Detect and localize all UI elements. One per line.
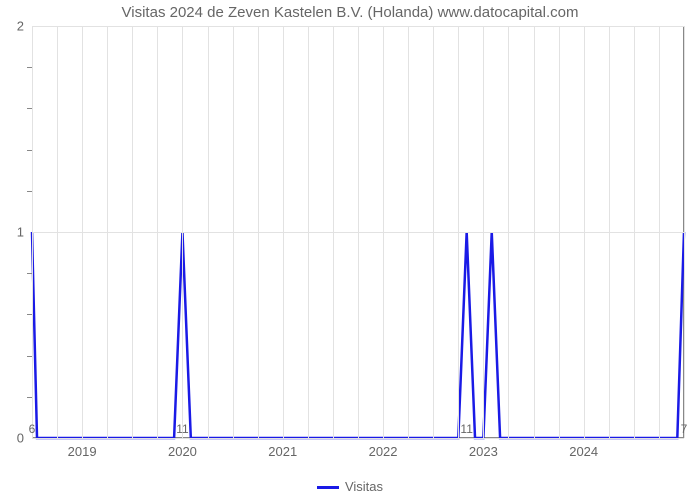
gridline-v bbox=[408, 26, 409, 438]
legend-swatch bbox=[317, 486, 339, 489]
plot-area: 012201920202021202220232024611117 bbox=[32, 26, 684, 438]
value-label: 11 bbox=[460, 422, 472, 436]
gridline-h bbox=[32, 438, 684, 439]
gridline-v bbox=[559, 26, 560, 438]
value-label: 6 bbox=[29, 422, 36, 436]
gridline-v bbox=[82, 26, 83, 438]
x-tick-label: 2023 bbox=[469, 444, 498, 459]
x-tick-label: 2022 bbox=[369, 444, 398, 459]
y-tick-label: 2 bbox=[17, 19, 24, 34]
gridline-v bbox=[182, 26, 183, 438]
chart-title: Visitas 2024 de Zeven Kastelen B.V. (Hol… bbox=[0, 4, 700, 21]
gridline-v bbox=[132, 26, 133, 438]
gridline-v bbox=[659, 26, 660, 438]
y-tick-label: 1 bbox=[17, 225, 24, 240]
gridline-v bbox=[609, 26, 610, 438]
gridline-v bbox=[584, 26, 585, 438]
gridline-v bbox=[534, 26, 535, 438]
gridline-v bbox=[333, 26, 334, 438]
x-tick-label: 2020 bbox=[168, 444, 197, 459]
gridline-v bbox=[32, 26, 33, 438]
gridline-v bbox=[157, 26, 158, 438]
gridline-v bbox=[57, 26, 58, 438]
gridline-v bbox=[258, 26, 259, 438]
gridline-v bbox=[508, 26, 509, 438]
gridline-v bbox=[283, 26, 284, 438]
gridline-v bbox=[483, 26, 484, 438]
gridline-v bbox=[208, 26, 209, 438]
gridline-v bbox=[383, 26, 384, 438]
y-tick-label: 0 bbox=[17, 431, 24, 446]
gridline-v bbox=[308, 26, 309, 438]
legend: Visitas bbox=[0, 479, 700, 494]
gridline-v bbox=[458, 26, 459, 438]
gridline-v bbox=[107, 26, 108, 438]
gridline-v bbox=[634, 26, 635, 438]
legend-label: Visitas bbox=[345, 479, 383, 494]
x-tick-label: 2024 bbox=[569, 444, 598, 459]
value-label: 11 bbox=[176, 422, 188, 436]
x-tick-label: 2019 bbox=[68, 444, 97, 459]
chart-container: Visitas 2024 de Zeven Kastelen B.V. (Hol… bbox=[0, 0, 700, 500]
value-label: 7 bbox=[681, 422, 688, 436]
gridline-v bbox=[358, 26, 359, 438]
x-tick-label: 2021 bbox=[268, 444, 297, 459]
gridline-v bbox=[433, 26, 434, 438]
gridline-v bbox=[684, 26, 685, 438]
gridline-v bbox=[233, 26, 234, 438]
